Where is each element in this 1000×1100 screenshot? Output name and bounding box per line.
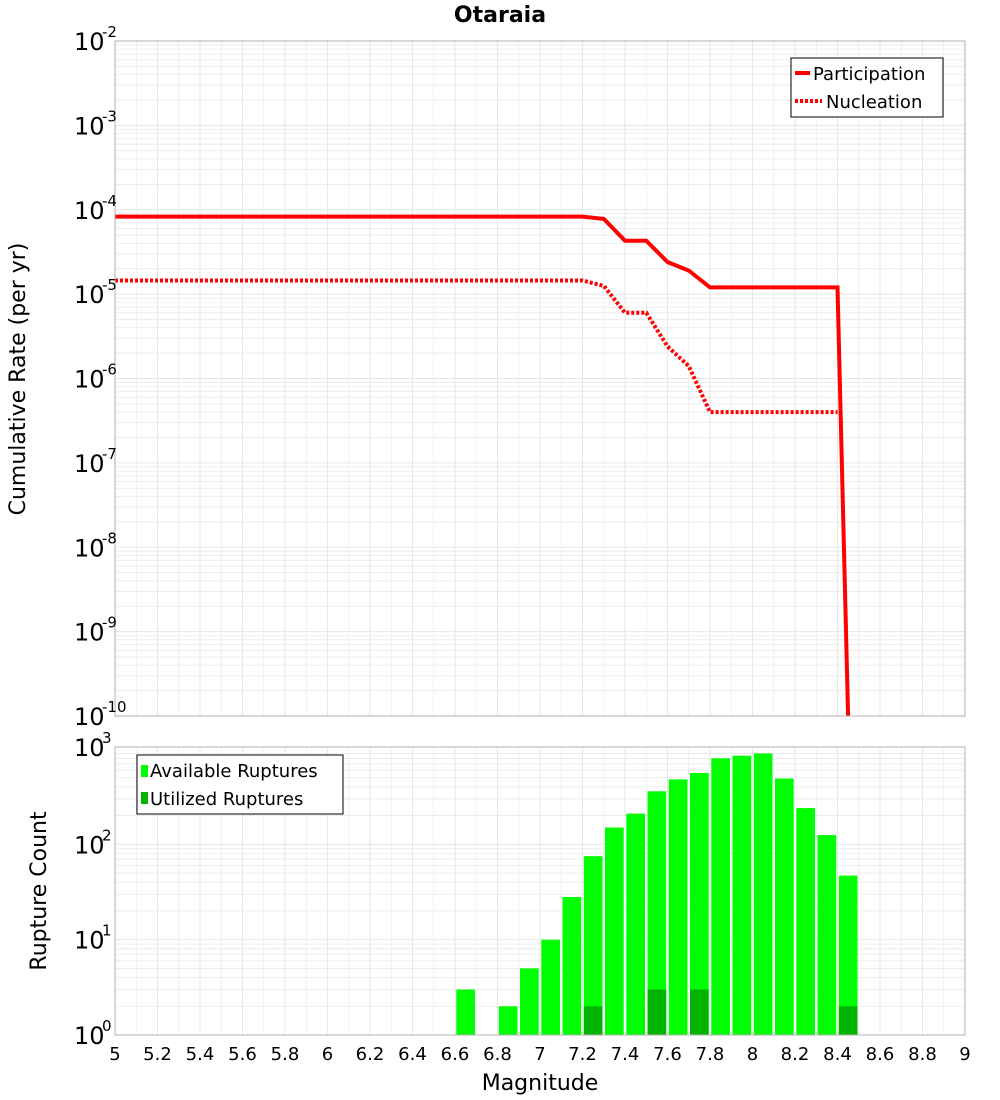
rate-y-ticks: 10-210-310-410-510-610-710-810-910-10	[74, 23, 127, 731]
count-bars	[456, 753, 858, 1035]
nucleation-series-line	[115, 278, 838, 415]
rate-y-tick-label: 10	[74, 366, 105, 394]
magnitude-x-tick-label: 7.6	[653, 1044, 682, 1065]
available-ruptures-bar	[647, 791, 667, 1035]
available-ruptures-bar	[753, 753, 773, 1035]
rate-y-tick-exponent: -5	[102, 276, 117, 294]
rate-legend-box	[790, 57, 944, 118]
magnitude-x-tick-label: 7.2	[568, 1044, 597, 1065]
magnitude-x-axis-label: Magnitude	[482, 1071, 599, 1096]
rate-y-tick-label: 10	[74, 28, 105, 56]
magnitude-x-tick-label: 6	[322, 1044, 333, 1065]
magnitude-x-tick-label: 5	[109, 1044, 120, 1065]
rate-y-tick-exponent: -6	[102, 361, 117, 379]
magnitude-x-tick-label: 8.4	[823, 1044, 852, 1065]
count-y-axis-label: Rupture Count	[27, 811, 52, 971]
magnitude-x-tick-label: 6.6	[441, 1044, 470, 1065]
rate-plot-frame	[114, 40, 966, 717]
utilized-ruptures-bar	[690, 989, 709, 1035]
rate-y-tick-exponent: -7	[102, 445, 117, 463]
participation-legend-label: Participation	[813, 64, 925, 85]
count-y-tick-label: 10	[74, 1022, 105, 1050]
utilized-legend-label: Utilized Ruptures	[150, 789, 303, 810]
nucleation-legend-label: Nucleation	[826, 92, 922, 113]
rate-y-tick-label: 10	[74, 450, 105, 478]
count-y-tick-label: 10	[74, 734, 105, 762]
available-ruptures-bar	[626, 813, 645, 1035]
count-legend-box	[136, 754, 344, 815]
count-y-tick-label: 10	[74, 927, 105, 955]
rate-y-tick-exponent: -10	[102, 698, 127, 716]
count-y-tick-exponent: 1	[102, 922, 112, 940]
magnitude-x-tick-label: 7	[534, 1044, 545, 1065]
rate-y-tick-exponent: -3	[102, 107, 117, 125]
count-y-tick-exponent: 3	[102, 729, 112, 747]
available-ruptures-bar	[817, 835, 837, 1035]
utilized-legend-swatch	[141, 792, 148, 804]
magnitude-x-tick-label: 6.4	[398, 1044, 427, 1065]
available-ruptures-bar	[690, 773, 709, 1035]
rate-y-tick-exponent: -4	[102, 192, 117, 210]
magnitude-x-tick-label: 8	[747, 1044, 758, 1065]
available-ruptures-bar	[456, 989, 475, 1035]
rate-y-tick-label: 10	[74, 703, 105, 731]
count-y-tick-exponent: 2	[102, 826, 112, 844]
available-ruptures-bar	[498, 1006, 518, 1035]
magnitude-x-tick-label: 8.2	[781, 1044, 810, 1065]
rate-gridlines	[114, 41, 966, 717]
available-ruptures-bar	[711, 758, 730, 1035]
rate-y-tick-exponent: -2	[102, 23, 117, 41]
magnitude-x-tick-label: 5.2	[143, 1044, 172, 1065]
available-ruptures-bar	[562, 897, 582, 1035]
count-legend: Available Ruptures Utilized Ruptures	[136, 754, 344, 815]
available-ruptures-bar	[796, 808, 815, 1035]
rate-y-tick-exponent: -9	[102, 614, 117, 632]
magnitude-x-ticks: 5 5.2 5.4 5.6 5.8 6 6.2 6.4 6.6 6.8 7 7.2 7.4 7.6 7.8 8…	[109, 1044, 970, 1065]
magnitude-x-tick-label: 7.4	[611, 1044, 640, 1065]
available-ruptures-bar	[583, 856, 603, 1035]
magnitude-x-tick-label: 9	[959, 1044, 970, 1065]
available-ruptures-bar	[838, 875, 858, 1035]
available-ruptures-bar	[541, 939, 560, 1035]
participation-series-line	[115, 214, 851, 717]
magnitude-x-tick-label: 8.6	[866, 1044, 895, 1065]
magnitude-x-tick-label: 5.4	[186, 1044, 215, 1065]
magnitude-x-tick-label: 5.8	[271, 1044, 300, 1065]
available-ruptures-bar	[775, 778, 794, 1035]
magnitude-x-tick-label: 5.6	[228, 1044, 257, 1065]
magnitude-x-tick-label: 6.8	[483, 1044, 512, 1065]
rate-y-tick-label: 10	[74, 281, 105, 309]
utilized-ruptures-bar	[838, 1006, 858, 1035]
available-ruptures-bar	[605, 827, 624, 1035]
count-y-tick-label: 10	[74, 831, 105, 859]
available-ruptures-bar	[732, 755, 752, 1035]
rate-legend: Participation Nucleation	[790, 57, 944, 118]
available-legend-swatch	[141, 765, 148, 777]
rate-panel: 10-210-310-410-510-610-710-810-910-10 Cu…	[6, 23, 966, 731]
count-plot-frame	[114, 746, 966, 1036]
magnitude-x-tick-label: 6.2	[356, 1044, 385, 1065]
rate-y-tick-exponent: -8	[102, 529, 117, 547]
rate-y-tick-label: 10	[74, 197, 105, 225]
utilized-ruptures-bar	[583, 1006, 603, 1035]
available-ruptures-bar	[520, 968, 539, 1035]
count-y-tick-exponent: 0	[102, 1017, 112, 1035]
available-legend-label: Available Ruptures	[150, 761, 318, 782]
rate-y-tick-label: 10	[74, 619, 105, 647]
magnitude-x-tick-label: 8.8	[908, 1044, 937, 1065]
magnitude-x-tick-label: 7.8	[696, 1044, 725, 1065]
available-ruptures-bar	[668, 779, 688, 1035]
utilized-ruptures-bar	[647, 989, 667, 1035]
chart-title: Otaraia	[454, 3, 546, 28]
rate-y-tick-label: 10	[74, 112, 105, 140]
rate-series	[115, 214, 851, 717]
rate-y-tick-label: 10	[74, 534, 105, 562]
rate-y-axis-label: Cumulative Rate (per yr)	[6, 243, 31, 516]
